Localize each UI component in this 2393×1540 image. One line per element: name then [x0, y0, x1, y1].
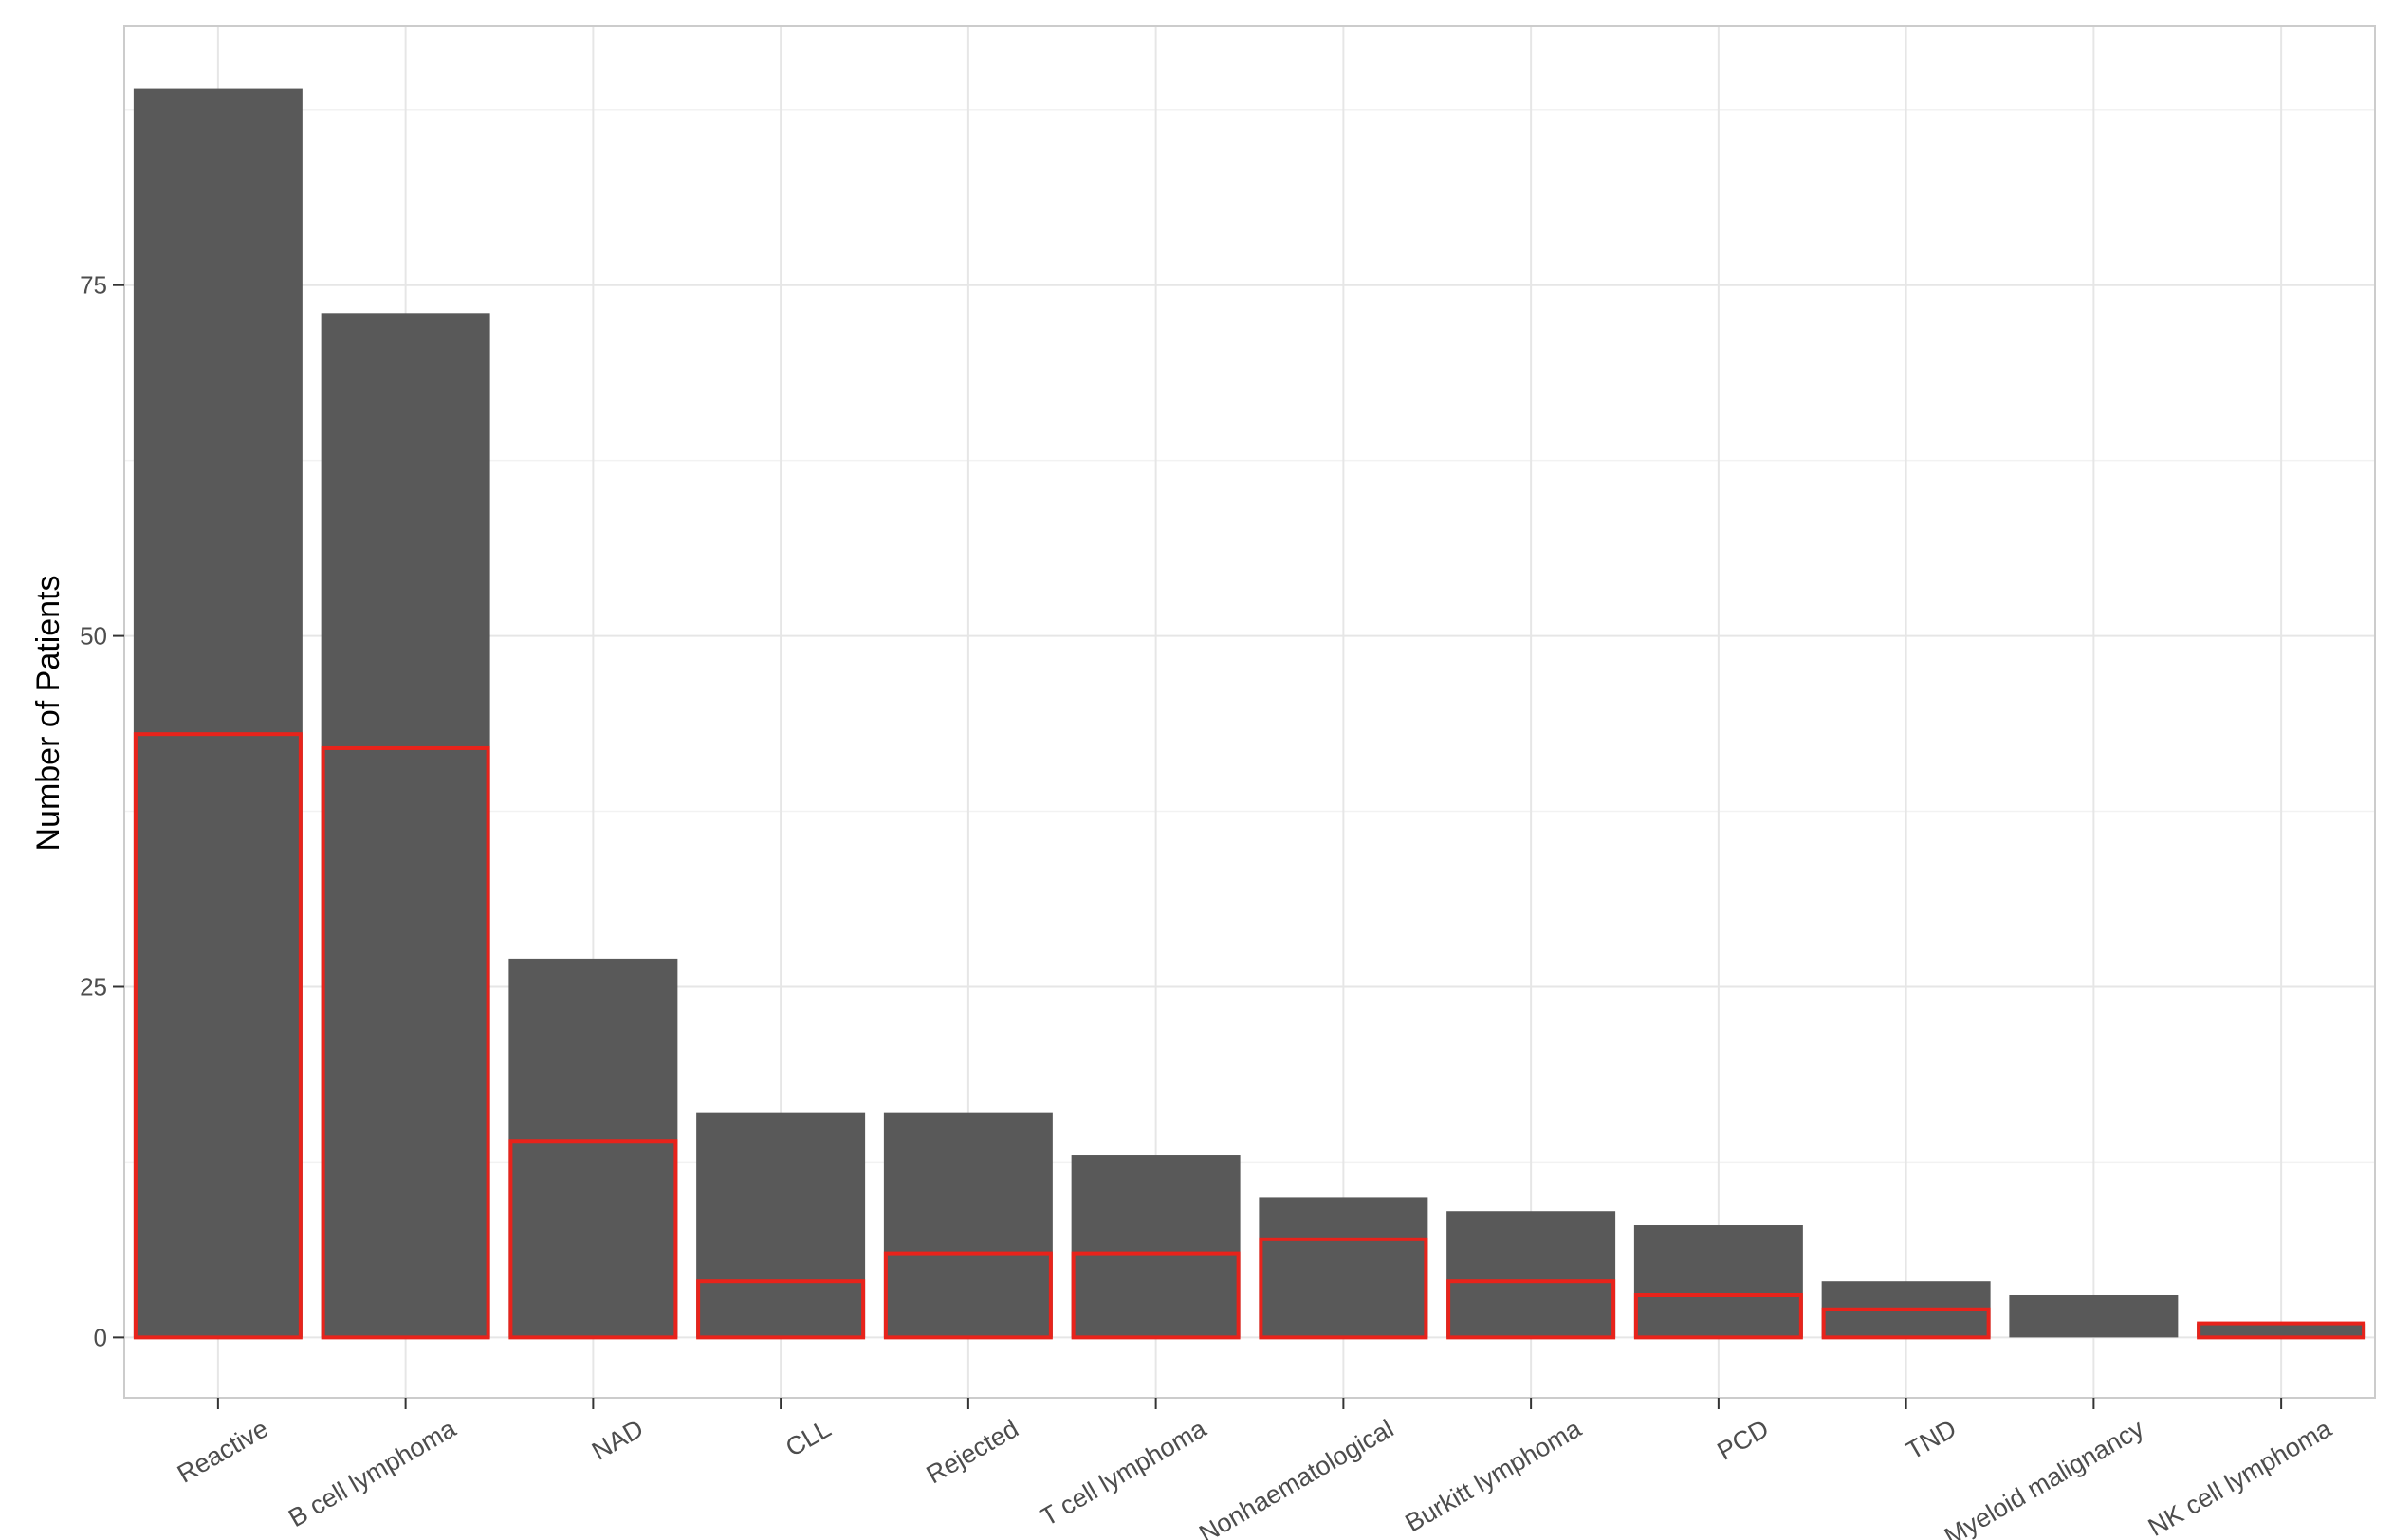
- x-tick-label: T cell lymphoma: [1036, 1414, 1212, 1532]
- y-tick-label: 25: [80, 972, 107, 1000]
- subset-bar-outline: [1071, 1251, 1241, 1340]
- x-tick-label: Nonhaematological: [1194, 1414, 1398, 1540]
- x-tick-label: Burkitt lymphoma: [1400, 1414, 1586, 1538]
- x-axis: Reactive B cell lymphoma NAD CLL Rejected T c…: [173, 1398, 2337, 1540]
- subset-bar-outline: [1633, 1292, 1803, 1340]
- subset-bar-outline: [2197, 1321, 2366, 1340]
- bar: [1633, 1225, 1803, 1338]
- bar: [2009, 1294, 2179, 1338]
- subset-outlines: [133, 732, 2366, 1340]
- bar: [1259, 1197, 1428, 1338]
- x-tick-label: TND: [1902, 1414, 1961, 1465]
- y-tick-label: 0: [94, 1323, 107, 1351]
- bar: [321, 313, 490, 1338]
- bar: [2197, 1323, 2366, 1338]
- x-tick-label: NAD: [587, 1414, 648, 1465]
- x-tick-label: CLL: [781, 1414, 836, 1462]
- y-axis: 0 25 50 75: [80, 271, 124, 1351]
- subset-bar-outline: [1446, 1279, 1616, 1340]
- bar: [696, 1112, 866, 1338]
- x-tick-label: Myeloid malignancy: [1940, 1414, 2149, 1540]
- subset-bar-outline: [321, 745, 490, 1340]
- subset-bar-outline: [1821, 1307, 1991, 1340]
- bars: [133, 88, 2366, 1338]
- x-tick-label: NK cell lymphoma: [2144, 1414, 2337, 1540]
- x-tick-label: PCD: [1712, 1414, 1773, 1465]
- subset-bar-outline: [133, 732, 303, 1340]
- y-tick-label: 75: [80, 271, 107, 300]
- x-tick-label: Reactive: [173, 1414, 273, 1489]
- bar: [133, 88, 303, 1338]
- y-tick-label: 50: [80, 622, 107, 651]
- bar: [1446, 1211, 1616, 1338]
- bar: [508, 958, 678, 1338]
- subset-bar-outline: [508, 1139, 678, 1340]
- y-axis-title: Number of Patients: [30, 575, 66, 851]
- panel-border: [123, 25, 2376, 1399]
- bar: [1071, 1155, 1241, 1338]
- x-tick-label: B cell lymphoma: [284, 1414, 461, 1533]
- subset-bar-outline: [883, 1251, 1053, 1340]
- subset-bar-outline: [696, 1279, 866, 1340]
- subset-bar-outline: [1259, 1237, 1428, 1340]
- x-tick-label: Rejected: [922, 1414, 1023, 1489]
- bar: [883, 1112, 1053, 1338]
